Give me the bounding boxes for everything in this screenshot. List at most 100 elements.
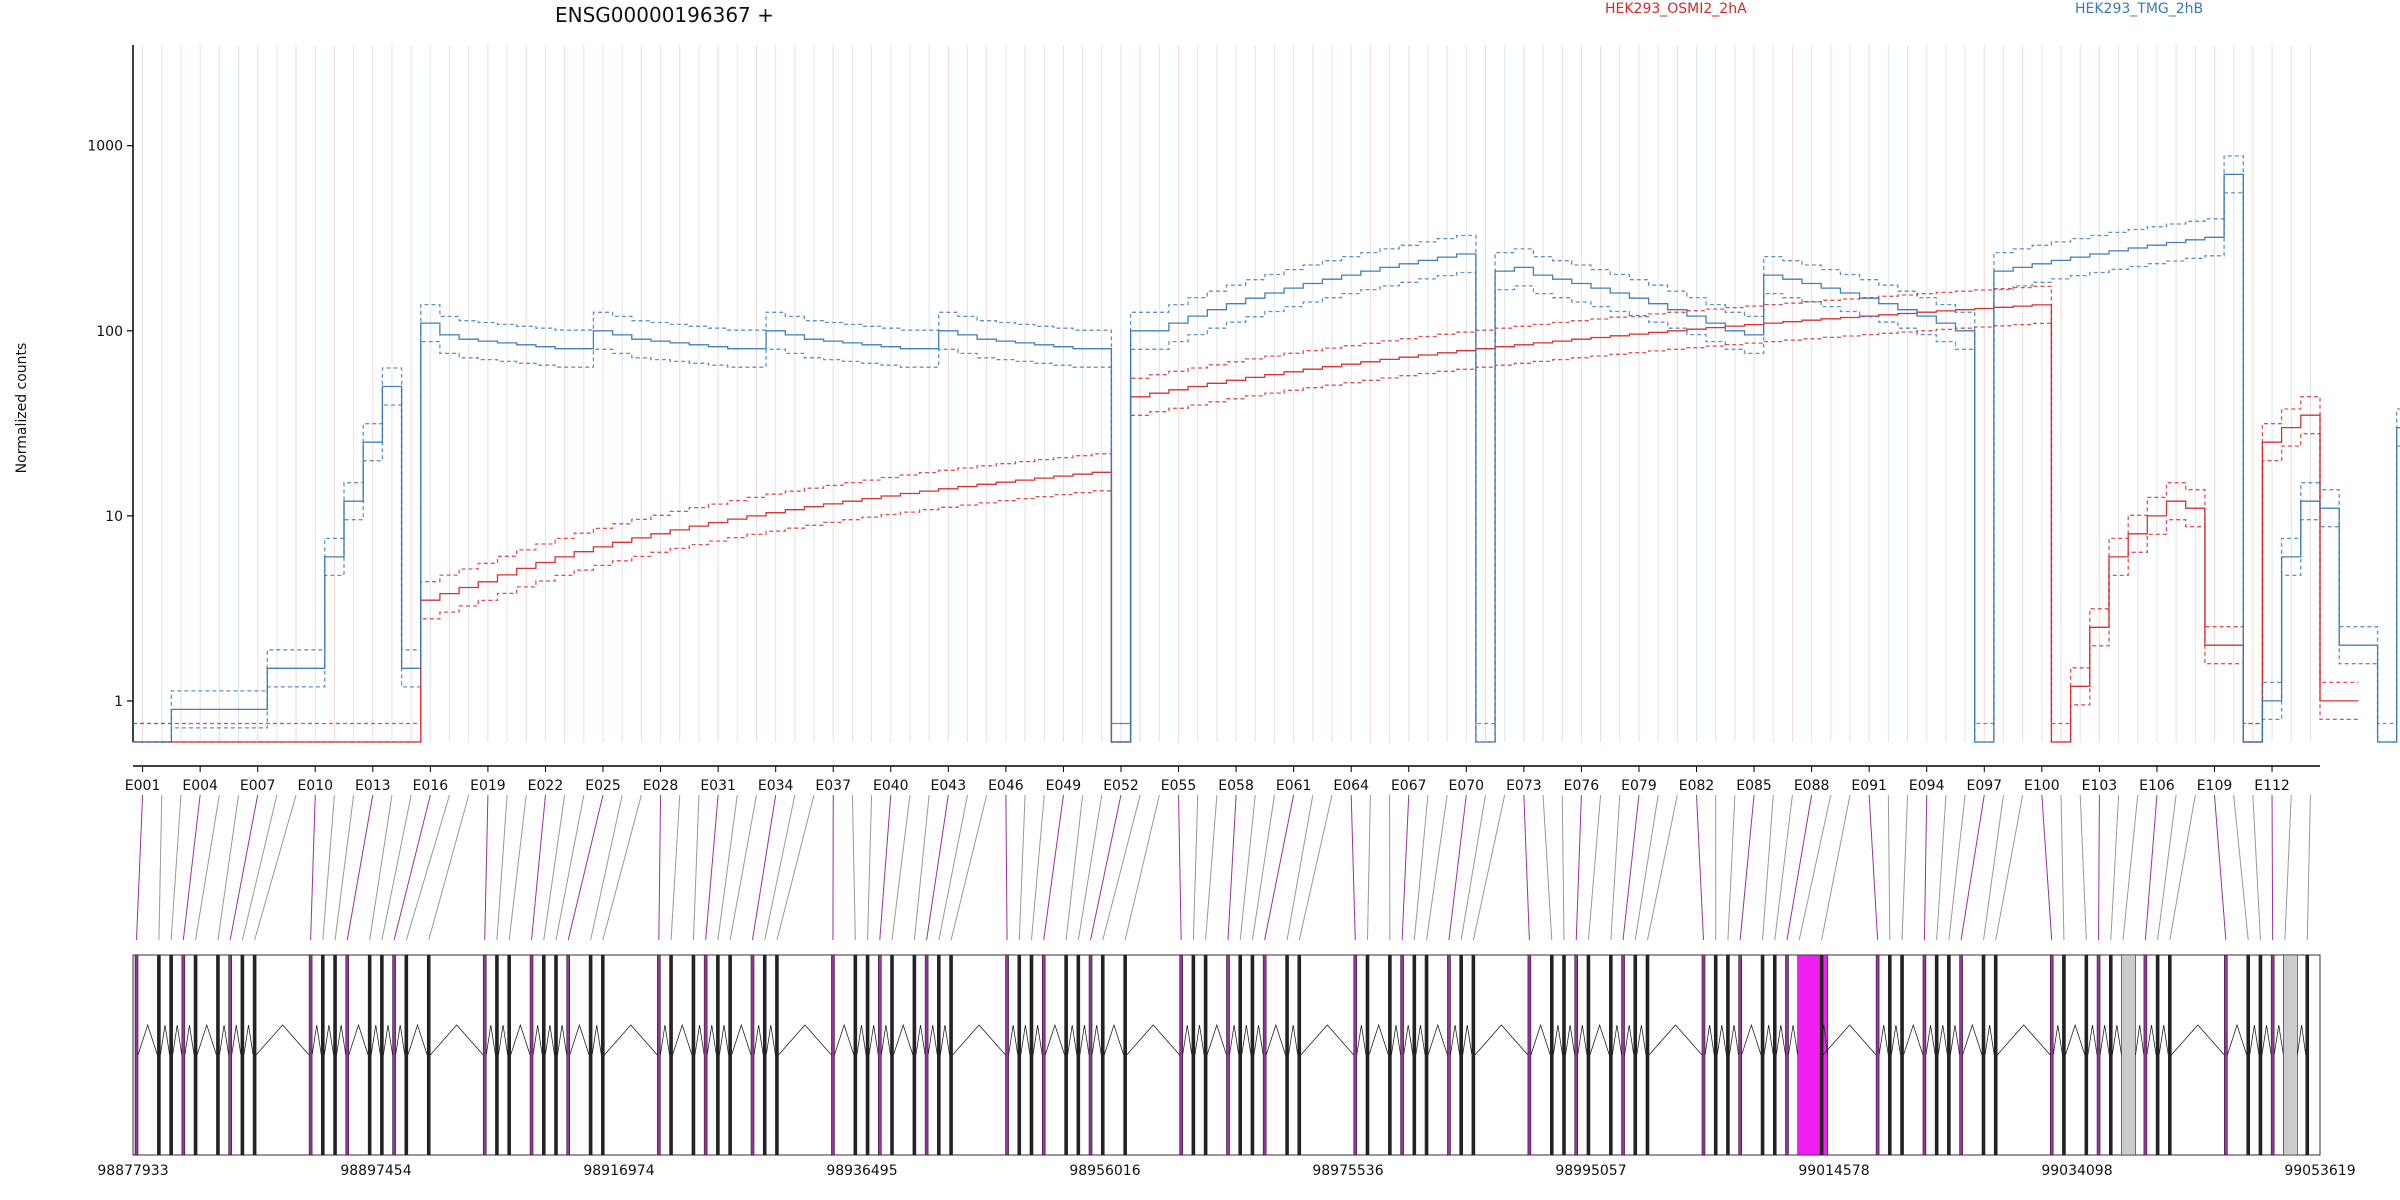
intron-E014	[370, 1024, 381, 1056]
intron-E056	[1194, 1024, 1205, 1056]
exon-tick-labels: E001 E004 E007 E010 E013 E016 E019 E022 E025 E028…	[125, 766, 2290, 794]
connector-E112	[2271, 794, 2274, 941]
exon-box-E049	[1041, 954, 1046, 1156]
connector-E096	[1948, 794, 1966, 941]
x-tick-label-E109: E109	[2197, 778, 2233, 794]
series-line-1-rep1	[133, 173, 2400, 743]
exon-box-E108	[2168, 954, 2172, 1156]
connector-E026	[590, 794, 623, 941]
connector-E053	[1102, 794, 1141, 941]
x-tick-label-E013: E013	[355, 778, 391, 794]
exon-box-E090	[1819, 954, 1824, 1156]
exon-box-E032	[716, 954, 720, 1156]
intron-E080	[1636, 1024, 1647, 1056]
connector-E020	[496, 794, 508, 941]
connector-E097	[1960, 794, 1985, 941]
genomic-tick-label-6: 98995057	[1555, 1163, 1626, 1179]
intron-E107	[2158, 1024, 2169, 1056]
intron-E020	[498, 1024, 509, 1056]
intron-E061	[1265, 1023, 1286, 1056]
y-axis-label: Normalized counts	[14, 343, 30, 474]
exon-box-E043	[924, 954, 929, 1156]
connector-E056	[1192, 794, 1199, 941]
exon-box-E098	[1981, 954, 1986, 1156]
intron-E108	[2171, 1024, 2225, 1056]
connector-E110	[2233, 794, 2249, 941]
connector-E061	[1264, 794, 1295, 941]
x-tick-label-E061: E061	[1276, 778, 1312, 794]
exon-box-E104	[2108, 954, 2113, 1156]
intron-E051	[1079, 1024, 1090, 1056]
connector-E109	[2213, 794, 2227, 941]
intron-E059	[1241, 1024, 1252, 1056]
connector-E031	[705, 794, 719, 941]
connector-E012	[334, 794, 355, 941]
connector-E006	[217, 794, 240, 941]
intron-E098	[1984, 1024, 1995, 1056]
exon-box-E113	[2283, 954, 2298, 1156]
intron-E053	[1103, 1023, 1125, 1056]
x-tick-label-E106: E106	[2139, 778, 2175, 794]
genomic-tick-label-2: 98916974	[583, 1163, 654, 1179]
intron-E023	[544, 1024, 555, 1056]
connector-E067	[1401, 794, 1410, 941]
intron-E074	[1552, 1024, 1563, 1056]
connector-E104	[2110, 794, 2120, 941]
intron-E033	[731, 1023, 752, 1056]
exon-box-E031	[703, 954, 708, 1156]
x-tick-label-E034: E034	[758, 778, 794, 794]
connector-E038	[851, 794, 856, 941]
exon-box-E027	[601, 954, 605, 1156]
intron-E073	[1530, 1023, 1551, 1056]
intron-E003	[172, 1024, 183, 1056]
series-line-1-rep2	[133, 155, 2400, 725]
connector-E111	[2252, 794, 2261, 941]
connector-E004	[182, 794, 201, 941]
connector-E022	[531, 794, 546, 941]
exon-box-E103	[2096, 954, 2101, 1156]
intron-E088	[1788, 1024, 1799, 1056]
series-line-1-rep0	[133, 192, 2400, 743]
connector-E033	[729, 794, 757, 941]
exon-box-E106	[2143, 954, 2148, 1156]
exon-box-E009	[252, 954, 257, 1156]
intron-E044	[939, 1024, 950, 1056]
intron-E028	[659, 1024, 670, 1056]
connector-E052	[1090, 794, 1122, 941]
exon-box-E048	[1029, 954, 1034, 1156]
x-tick-label-E031: E031	[700, 778, 736, 794]
connector-E098	[1983, 794, 2004, 941]
exon-box-E006	[216, 954, 220, 1156]
genomic-tick-label-5: 98975536	[1312, 1163, 1383, 1179]
exon-box-E064	[1353, 954, 1358, 1156]
exon-box-E074	[1549, 954, 1554, 1156]
connector-E092	[1887, 794, 1891, 941]
connector-E064	[1350, 794, 1356, 941]
connector-E017	[405, 794, 451, 941]
connector-E072	[1472, 794, 1506, 941]
intron-E017	[407, 1023, 428, 1056]
exon-box-E025	[566, 954, 571, 1156]
intron-E045	[952, 1024, 1006, 1056]
intron-E021	[510, 1023, 531, 1056]
connector-E077	[1587, 794, 1602, 941]
connector-E088	[1786, 794, 1813, 941]
intron-E068	[1415, 1024, 1426, 1056]
exon-box-E041	[890, 954, 894, 1156]
connector-E050	[1065, 794, 1084, 941]
connector-E036	[776, 794, 815, 941]
exon-box-E096	[1947, 954, 1951, 1156]
exon-box-E022	[529, 954, 534, 1156]
connector-E021	[508, 794, 527, 941]
connector-E010	[310, 794, 316, 941]
exon-box-E015	[380, 954, 384, 1156]
exon-box-E003	[169, 954, 173, 1156]
connector-E075	[1561, 794, 1565, 941]
connector-E106	[2144, 794, 2158, 941]
exon-box-E014	[367, 954, 372, 1156]
intron-E037	[834, 1023, 855, 1056]
exon-box-E017	[404, 954, 409, 1156]
intron-E018	[429, 1024, 484, 1056]
intron-E047	[1020, 1024, 1031, 1056]
connector-E044	[938, 794, 969, 941]
